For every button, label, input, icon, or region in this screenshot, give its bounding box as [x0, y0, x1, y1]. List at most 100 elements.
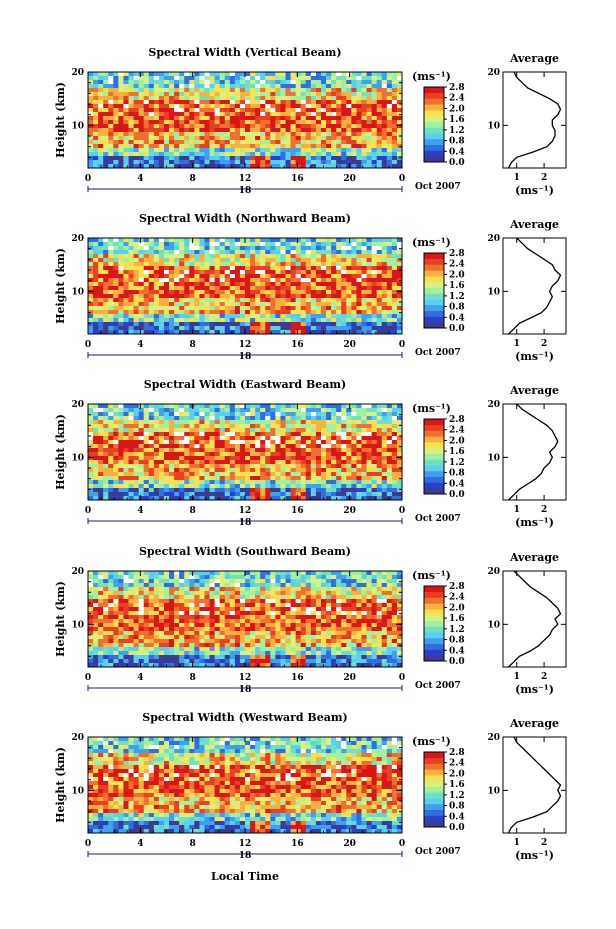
heatmap-cell	[356, 496, 362, 501]
heatmap-cell	[305, 416, 312, 421]
heatmap-cell	[153, 404, 160, 409]
heatmap-cell	[295, 575, 302, 580]
heatmap-cell	[174, 104, 180, 109]
colorbar-tick-label: 1.6	[449, 447, 465, 457]
heatmap-cell	[320, 274, 327, 279]
heatmap-cell	[310, 424, 317, 429]
heatmap-cell	[108, 306, 114, 311]
heatmap-cell	[300, 330, 307, 335]
heatmap-cell	[128, 436, 134, 441]
heatmap-cell	[179, 444, 185, 449]
heatmap-cell	[310, 472, 317, 477]
heatmap-cell	[214, 476, 221, 481]
heatmap-cell	[341, 156, 347, 161]
heatmap-cell	[88, 472, 94, 477]
heatmap-cell	[351, 274, 357, 279]
heatmap-cell	[204, 250, 210, 255]
heatmap-cell	[381, 116, 388, 121]
heatmap-cell	[103, 330, 109, 335]
heatmap-cell	[346, 258, 352, 263]
heatmap-cell	[300, 238, 307, 243]
heatmap-cell	[209, 246, 216, 251]
heatmap-cell	[356, 424, 362, 429]
heatmap-cell	[184, 116, 190, 121]
heatmap-cell	[189, 464, 195, 469]
heatmap-cell	[371, 436, 378, 441]
heatmap-cell	[366, 472, 373, 477]
heatmap-cell	[331, 310, 337, 315]
heatmap-cell	[123, 254, 129, 259]
heatmap-cell	[224, 484, 231, 489]
heatmap-cell	[224, 124, 231, 129]
heatmap-cell	[396, 326, 403, 331]
heatmap-cell	[169, 436, 175, 441]
panel-title: Spectral Width (Vertical Beam)	[148, 46, 341, 59]
heatmap-cell	[158, 440, 165, 445]
colorbar-tick-label: 1.2	[449, 292, 465, 302]
heatmap-cell	[199, 104, 205, 109]
heatmap-cell	[209, 274, 216, 279]
heatmap-cell	[214, 92, 221, 97]
heatmap-cell	[265, 108, 271, 113]
heatmap-cell	[346, 124, 352, 129]
heatmap-cell	[138, 132, 145, 137]
x-tick-label: 0	[399, 506, 405, 516]
heatmap-cell	[113, 258, 119, 263]
heatmap-cell	[255, 408, 261, 413]
heatmap-cell	[88, 432, 94, 437]
heatmap-cell	[239, 456, 246, 461]
heatmap-cell	[250, 416, 256, 421]
heatmap-cell	[204, 278, 210, 283]
colorbar-swatch	[424, 264, 444, 271]
heatmap-cell	[163, 448, 170, 453]
heatmap-cell	[260, 266, 266, 271]
heatmap-cell	[295, 116, 302, 121]
heatmap-cell	[361, 124, 367, 129]
heatmap-cell	[108, 298, 114, 303]
heatmap-cell	[214, 148, 221, 153]
heatmap-cell	[123, 88, 129, 93]
heatmap-cell	[376, 294, 383, 299]
heatmap-cell	[179, 242, 185, 247]
heatmap-cell	[133, 416, 140, 421]
heatmap-cell	[320, 144, 327, 149]
heatmap-cell	[234, 294, 241, 299]
heatmap-cell	[138, 326, 145, 331]
heatmap-cell	[108, 326, 114, 331]
heatmap-cell	[280, 164, 286, 169]
heatmap-cell	[158, 100, 165, 105]
heatmap-cell	[275, 310, 281, 315]
heatmap-cell	[189, 116, 195, 121]
heatmap-cell	[148, 144, 155, 149]
heatmap-cell	[270, 144, 276, 149]
heatmap-cell	[239, 148, 246, 153]
heatmap-cell	[179, 294, 185, 299]
heatmap-cell	[239, 164, 246, 169]
heatmap-cell	[214, 140, 221, 145]
heatmap-cell	[123, 156, 129, 161]
heatmap-cell	[224, 144, 231, 149]
heatmap-cell	[366, 84, 373, 89]
heatmap-cell	[361, 164, 367, 169]
heatmap-cell	[229, 326, 236, 331]
heatmap-cell	[234, 432, 241, 437]
heatmap-cell	[184, 262, 190, 267]
heatmap-cell	[179, 404, 185, 409]
heatmap-cell	[148, 496, 155, 501]
heatmap-cell	[189, 100, 195, 105]
heatmap-cell	[98, 448, 104, 453]
heatmap-cell	[255, 468, 261, 473]
heatmap-cell	[189, 112, 195, 117]
heatmap-cell	[280, 80, 286, 85]
heatmap-cell	[209, 160, 216, 165]
heatmap-cell	[179, 571, 185, 576]
heatmap-cell	[305, 318, 312, 323]
heatmap-cell	[153, 120, 160, 125]
heatmap-cell	[386, 294, 393, 299]
heatmap-cell	[376, 314, 383, 319]
heatmap-cell	[163, 72, 170, 77]
heatmap-cell	[320, 290, 327, 295]
heatmap-cell	[320, 100, 327, 105]
heatmap-cell	[93, 254, 99, 259]
heatmap-cell	[310, 314, 317, 319]
